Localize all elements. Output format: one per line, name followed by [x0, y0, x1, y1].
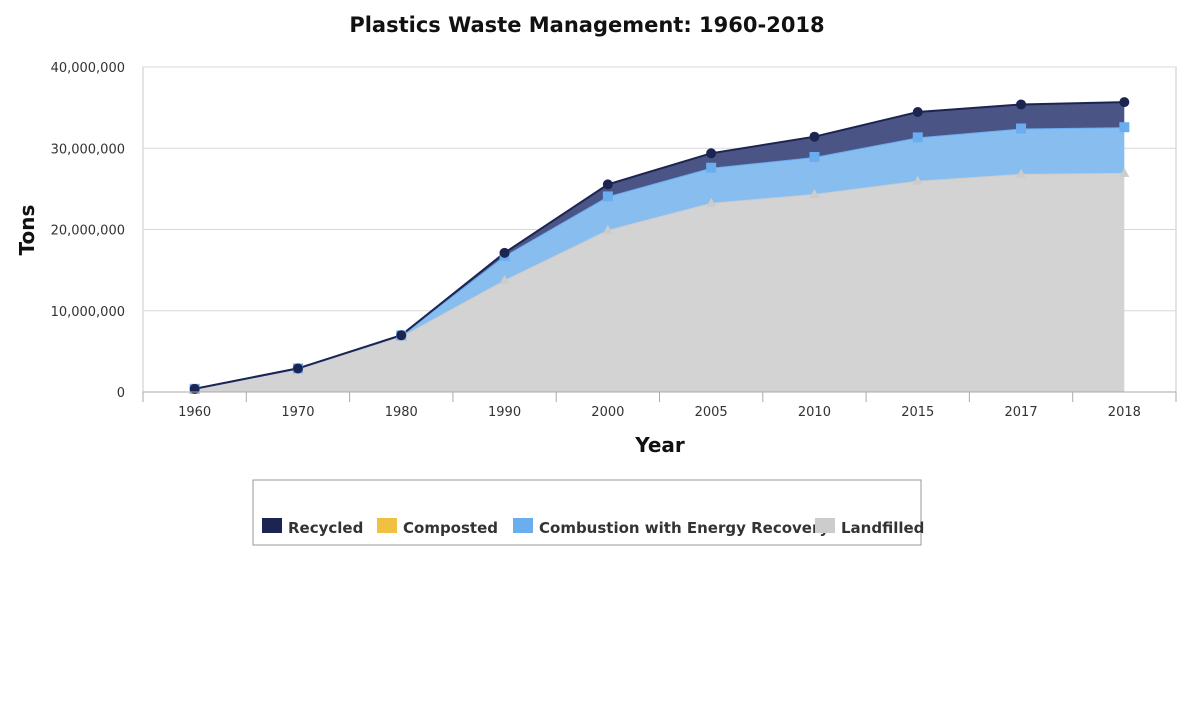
x-tick-label: 2018 — [1108, 405, 1141, 420]
y-tick-label: 30,000,000 — [51, 142, 125, 157]
y-tick-label: 0 — [117, 386, 125, 401]
plot-area: 0 10,000,000 20,000,000 30,000,000 40,000,00… — [51, 61, 1177, 420]
marker-landfilled — [706, 197, 717, 207]
marker-combustion-with-energy-recovery — [706, 162, 717, 173]
x-tick-label: 2000 — [591, 405, 624, 420]
marker-combustion-with-energy-recovery — [912, 132, 923, 143]
x-tick-label: 2010 — [798, 405, 831, 420]
x-tick-label: 1970 — [281, 405, 314, 420]
marker-landfilled — [1119, 167, 1130, 177]
x-tick-label: 1960 — [178, 405, 211, 420]
marker-recycled — [809, 131, 820, 142]
marker-combustion-with-energy-recovery — [1016, 123, 1027, 134]
x-tick-label: 2005 — [695, 405, 728, 420]
chart-title: Plastics Waste Management: 1960-2018 — [349, 13, 824, 37]
legend-swatch-landfilled — [815, 518, 835, 533]
marker-landfilled — [1016, 168, 1027, 178]
legend-label-combustion-with-energy-recovery: Combustion with Energy Recovery — [539, 519, 829, 537]
marker-recycled — [1016, 99, 1027, 110]
area-combustion-with-energy-recovery — [194, 127, 1125, 389]
legend-box — [252, 479, 922, 546]
area-landfilled — [194, 172, 1125, 392]
marker-combustion-with-energy-recovery — [602, 191, 613, 202]
y-axis-title: Tons — [15, 205, 39, 256]
legend-label-composted: Composted — [403, 519, 498, 537]
marker-landfilled — [602, 224, 613, 234]
y-tick-label: 20,000,000 — [51, 224, 125, 239]
legend-swatch-recycled — [262, 518, 282, 533]
x-tick-label: 2017 — [1005, 405, 1038, 420]
marker-recycled — [602, 179, 613, 190]
legend-swatch-combustion-with-energy-recovery — [513, 518, 533, 533]
marker-landfilled — [912, 175, 923, 185]
marker-recycled — [499, 247, 510, 258]
x-axis-title: Year — [634, 433, 685, 457]
legend-label-recycled: Recycled — [288, 519, 363, 537]
marker-landfilled — [499, 275, 510, 285]
legend-swatch-composted — [377, 518, 397, 533]
marker-recycled — [1119, 97, 1130, 108]
x-tick-label: 1980 — [385, 405, 418, 420]
marker-combustion-with-energy-recovery — [1119, 122, 1130, 133]
marker-landfilled — [809, 188, 820, 198]
marker-recycled — [292, 363, 303, 374]
marker-recycled — [396, 330, 407, 341]
marker-recycled — [706, 148, 717, 159]
marker-combustion-with-energy-recovery — [809, 152, 820, 163]
legend: Recycled Composted Combustion with Energy … — [252, 479, 924, 546]
y-tick-label: 10,000,000 — [51, 305, 125, 320]
x-tick-label: 2015 — [901, 405, 934, 420]
line-recycled — [194, 101, 1125, 390]
marker-recycled — [912, 107, 923, 118]
legend-label-landfilled: Landfilled — [841, 519, 924, 537]
x-tick-label: 1990 — [488, 405, 521, 420]
marker-recycled — [189, 383, 200, 394]
y-tick-label: 40,000,000 — [51, 61, 125, 76]
